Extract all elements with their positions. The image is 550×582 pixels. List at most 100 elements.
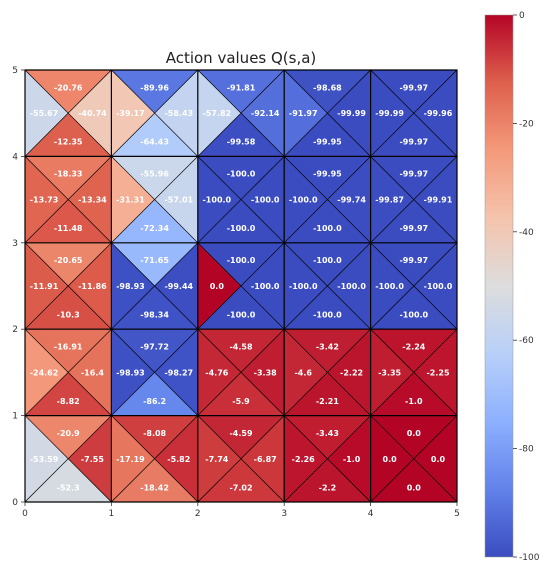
chart-title: Action values Q(s,a) — [166, 49, 317, 67]
q-value-label-left: -91.97 — [289, 109, 318, 118]
q-value-label-down: -100.0 — [399, 311, 428, 320]
x-tick-label: 3 — [281, 509, 287, 519]
q-value-label-up: -100.0 — [227, 170, 256, 179]
colorbar-tick-label: -40 — [519, 228, 534, 238]
x-tick-label: 5 — [454, 509, 460, 519]
q-value-label-left: -39.17 — [116, 109, 145, 118]
q-value-label-right: -99.91 — [424, 196, 453, 205]
q-value-label-down: -8.82 — [57, 397, 80, 406]
x-axis-ticks: 0 1 2 3 4 5 — [22, 502, 460, 519]
q-value-label-left: -4.6 — [294, 368, 312, 377]
q-value-label-right: -100.0 — [337, 282, 366, 291]
q-value-label-down: -1.0 — [405, 397, 423, 406]
q-value-label-up: -71.65 — [140, 256, 169, 265]
q-value-label-left: -98.93 — [116, 368, 145, 377]
q-value-label-up: -4.58 — [229, 342, 252, 351]
colorbar-ticks: 0 -20 -40 -60 -80 -100 — [513, 11, 540, 563]
q-value-label-down: -100.0 — [313, 224, 342, 233]
q-value-label-down: -99.58 — [227, 138, 256, 147]
q-value-label-up: -8.08 — [143, 429, 166, 438]
q-value-label-down: -2.21 — [316, 397, 339, 406]
q-value-label-left: -17.19 — [116, 455, 145, 464]
q-value-label-left: -31.31 — [116, 196, 145, 205]
y-tick-label: 0 — [12, 498, 18, 508]
value-labels: -20.76 -55.67 -40.74 -12.35 -89.96 -39.17 -58.… — [30, 83, 453, 492]
grid-cells — [24, 69, 458, 503]
q-value-label-right: -99.96 — [424, 109, 453, 118]
q-value-label-up: -100.0 — [313, 256, 342, 265]
q-value-label-down: -2.2 — [319, 483, 337, 492]
q-value-label-right: -40.74 — [78, 109, 107, 118]
q-value-label-up: -99.95 — [313, 170, 342, 179]
plot-border — [24, 69, 458, 503]
q-value-label-up: -100.0 — [227, 256, 256, 265]
q-value-label-down: -100.0 — [313, 311, 342, 320]
x-tick-label: 1 — [109, 509, 115, 519]
q-value-label-left: -99.87 — [375, 196, 404, 205]
q-value-label-down: 0.0 — [407, 483, 422, 492]
q-value-label-right: 0.0 — [431, 455, 446, 464]
q-value-label-down: -99.97 — [399, 224, 428, 233]
q-value-label-right: -11.86 — [78, 282, 107, 291]
q-value-label-down: -52.3 — [57, 483, 80, 492]
q-value-label-down: -10.3 — [57, 311, 80, 320]
q-value-label-up: -98.68 — [313, 83, 342, 92]
x-tick-label: 2 — [195, 509, 201, 519]
q-value-label-down: -72.34 — [140, 224, 169, 233]
colorbar-tick-label: -20 — [519, 119, 534, 129]
colorbar-tick-label: 0 — [519, 11, 525, 21]
q-value-label-up: -18.33 — [54, 170, 83, 179]
q-value-label-right: -13.34 — [78, 196, 107, 205]
q-value-label-up: -3.42 — [316, 342, 339, 351]
q-value-label-down: -7.02 — [229, 483, 252, 492]
q-value-label-right: -16.4 — [81, 368, 104, 377]
q-value-label-left: -98.93 — [116, 282, 145, 291]
q-value-label-down: -12.35 — [54, 138, 83, 147]
y-tick-label: 1 — [12, 412, 18, 422]
q-value-label-left: -100.0 — [202, 196, 231, 205]
q-value-label-up: -99.97 — [399, 170, 428, 179]
q-value-label-right: -58.43 — [164, 109, 193, 118]
y-tick-label: 2 — [12, 325, 18, 335]
q-value-label-left: 0.0 — [383, 455, 398, 464]
q-value-label-right: -99.99 — [337, 109, 366, 118]
q-value-label-up: -55.96 — [140, 170, 169, 179]
q-value-label-left: -100.0 — [289, 282, 318, 291]
q-value-label-left: -53.59 — [30, 455, 59, 464]
q-value-label-up: -89.96 — [140, 83, 169, 92]
q-value-label-right: -100.0 — [424, 282, 453, 291]
q-value-label-left: -3.35 — [378, 368, 401, 377]
y-axis-ticks: 0 1 2 3 4 5 — [12, 66, 25, 508]
q-value-label-right: -99.74 — [337, 196, 366, 205]
q-value-label-up: -2.24 — [402, 342, 425, 351]
y-tick-label: 3 — [12, 239, 18, 249]
q-value-label-right: -6.87 — [254, 455, 277, 464]
colorbar-tick-label: -80 — [519, 445, 534, 455]
q-value-label-left: -100.0 — [289, 196, 318, 205]
q-value-label-left: 0.0 — [210, 282, 225, 291]
q-value-label-down: -100.0 — [227, 311, 256, 320]
q-value-label-up: -97.72 — [140, 342, 169, 351]
q-value-label-down: -11.48 — [54, 224, 83, 233]
x-tick-label: 4 — [368, 509, 374, 519]
q-value-label-right: -99.44 — [164, 282, 193, 291]
q-value-label-up: -4.59 — [229, 429, 252, 438]
colorbar-tick-label: -100 — [519, 553, 540, 563]
q-value-label-left: -100.0 — [375, 282, 404, 291]
q-value-label-up: -3.43 — [316, 429, 339, 438]
q-value-label-down: -98.34 — [140, 311, 169, 320]
q-value-label-right: -2.25 — [426, 368, 449, 377]
q-value-label-left: -55.67 — [30, 109, 59, 118]
q-value-label-left: -13.73 — [30, 196, 59, 205]
q-value-label-down: -5.9 — [232, 397, 250, 406]
q-value-label-down: -64.43 — [140, 138, 169, 147]
q-value-label-left: -24.62 — [30, 368, 59, 377]
q-value-label-up: -20.9 — [57, 429, 80, 438]
q-value-label-left: -7.74 — [205, 455, 228, 464]
q-value-label-right: -57.01 — [164, 196, 193, 205]
x-tick-label: 0 — [22, 509, 28, 519]
q-value-label-left: -57.82 — [202, 109, 231, 118]
q-value-label-down: -99.95 — [313, 138, 342, 147]
q-value-label-up: -99.97 — [399, 83, 428, 92]
